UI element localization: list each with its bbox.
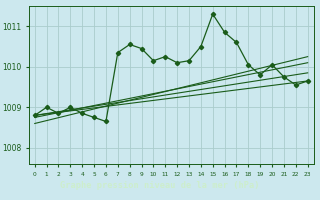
Text: Graphe pression niveau de la mer (hPa): Graphe pression niveau de la mer (hPa) xyxy=(60,181,260,190)
